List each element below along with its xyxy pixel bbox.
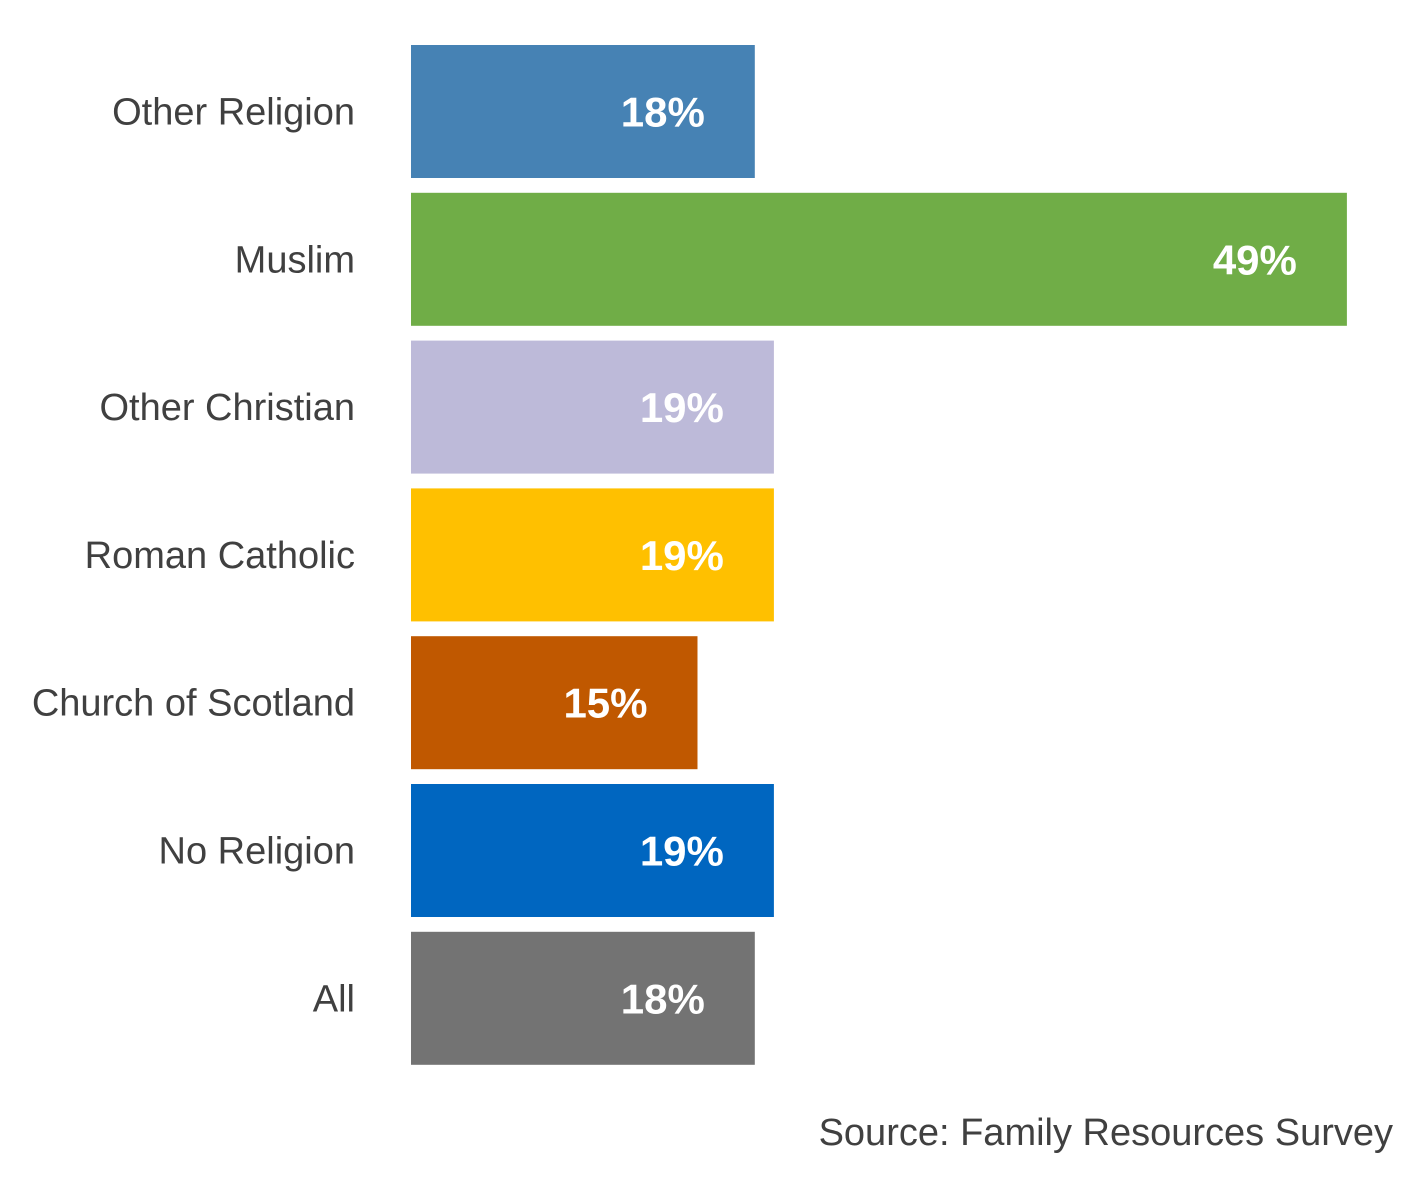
- category-label: Muslim: [235, 239, 355, 281]
- category-label: Church of Scotland: [32, 683, 355, 725]
- data-label: 49%: [1213, 236, 1297, 283]
- category-label: No Religion: [159, 831, 355, 873]
- category-label: Other Christian: [99, 387, 355, 429]
- bar-church-of-scotland: [411, 636, 698, 770]
- bar-other-religion: [411, 45, 755, 178]
- source-note: Source: Family Resources Survey: [818, 1112, 1393, 1154]
- data-label: 19%: [640, 532, 724, 579]
- bar-muslim: [411, 192, 1347, 326]
- data-label: 19%: [640, 828, 724, 875]
- bar-other-christian: [411, 340, 774, 474]
- category-label: Other Religion: [112, 92, 355, 134]
- category-label: All: [313, 978, 355, 1020]
- data-label: 15%: [563, 680, 647, 727]
- data-label: 19%: [640, 384, 724, 431]
- bar-all: [411, 931, 755, 1065]
- data-label: 18%: [621, 975, 705, 1022]
- data-label: 18%: [621, 89, 705, 136]
- category-label: Roman Catholic: [85, 535, 355, 577]
- bar-roman-catholic: [411, 488, 774, 622]
- bar-no-religion: [411, 784, 774, 917]
